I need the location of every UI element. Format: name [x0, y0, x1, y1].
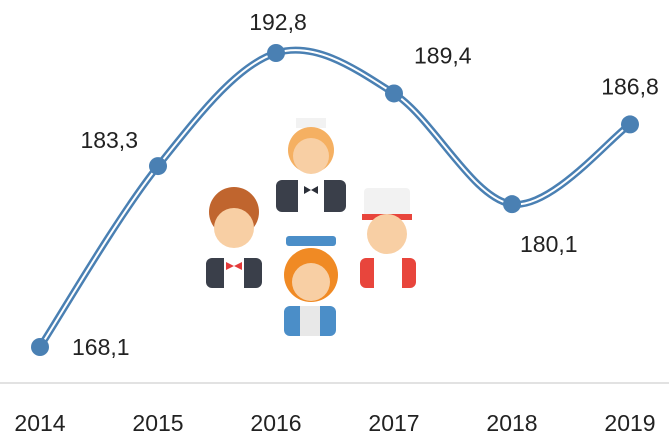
x-tick-label: 2017	[368, 410, 419, 436]
person-icon	[206, 187, 262, 288]
value-label: 168,1	[72, 334, 130, 360]
x-tick-label: 2018	[486, 410, 537, 436]
value-label: 189,4	[414, 43, 472, 69]
value-label: 186,8	[601, 73, 659, 99]
x-tick-label: 2015	[132, 410, 183, 436]
person-icon	[284, 236, 338, 336]
point	[503, 195, 521, 213]
point	[267, 44, 285, 62]
point	[149, 157, 167, 175]
x-tick-label: 2016	[250, 410, 301, 436]
value-label: 180,1	[520, 231, 578, 257]
person-icon	[360, 188, 416, 288]
point	[621, 115, 639, 133]
value-label: 192,8	[249, 9, 307, 35]
person-icon	[276, 118, 346, 212]
chart: 2014 2015 2016 2017 2018 2019 168,1 183,3 192,8 1…	[0, 0, 669, 441]
value-label: 183,3	[80, 127, 138, 153]
illustration	[206, 118, 416, 336]
point	[385, 84, 403, 102]
x-tick-label: 2014	[14, 410, 65, 436]
point	[31, 338, 49, 356]
x-tick-label: 2019	[604, 410, 655, 436]
